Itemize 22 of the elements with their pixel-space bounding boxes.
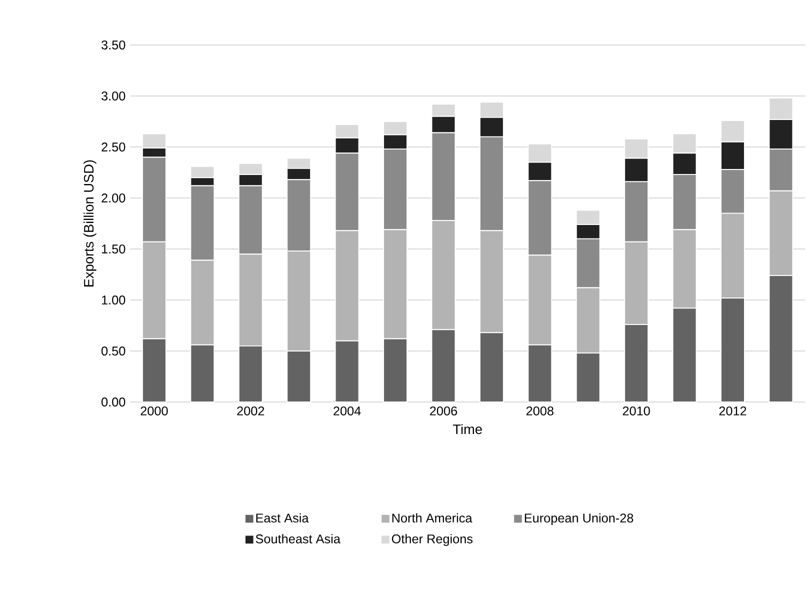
x-axis-title: Time: [452, 424, 482, 434]
y-axis-title: Exports (Billion USD): [84, 160, 96, 287]
y-tick-label: 2.50: [102, 142, 126, 152]
legend-label: North America: [392, 513, 472, 523]
legend-label: Other Regions: [392, 534, 473, 546]
legend-label: European Union-28: [524, 513, 634, 526]
y-tick-label: 1.00: [102, 296, 126, 305]
x-tick-label: 2010: [622, 406, 650, 416]
x-tick-label: 2004: [334, 406, 361, 416]
y-tick-label: 2.00: [102, 194, 126, 203]
x-tick-label: 2002: [237, 406, 264, 416]
x-tick-label: 2012: [719, 406, 746, 416]
x-tick-label: 2008: [526, 406, 554, 416]
y-tick-label: 3.00: [102, 92, 126, 101]
y-tick-label: 1.50: [102, 244, 126, 254]
legend-label: Southeast Asia: [256, 534, 340, 544]
x-tick-label: 2006: [430, 406, 458, 416]
x-tick-label: 2000: [140, 406, 168, 416]
legend-label: East Asia: [256, 513, 309, 523]
y-tick-label: 0.00: [102, 398, 126, 407]
y-tick-label: 3.50: [102, 40, 126, 50]
y-tick-label: 0.50: [102, 346, 126, 356]
